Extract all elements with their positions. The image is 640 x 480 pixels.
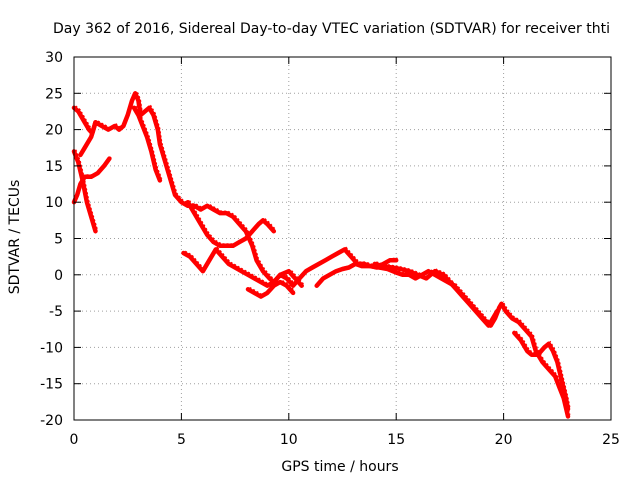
- y-tick-label: 10: [45, 195, 63, 211]
- series-markers-arc-7: [184, 246, 304, 286]
- y-tick-label: 15: [45, 159, 63, 175]
- series-markers-arc-4: [81, 120, 98, 155]
- series-markers-arc-3: [74, 156, 112, 202]
- series-line-arc-11: [512, 330, 571, 412]
- series-markers-arc-2: [74, 149, 98, 230]
- y-axis-label: SDTVAR / TECUs: [7, 180, 23, 295]
- y-tick-label: 0: [54, 268, 63, 284]
- y-tick-label: -10: [40, 340, 63, 356]
- series-line-arc-6: [185, 199, 277, 249]
- y-tick-label: 25: [45, 86, 63, 102]
- series-line-arc-7: [181, 247, 304, 288]
- series-markers-arc-9: [317, 261, 571, 416]
- y-tick-label: -20: [40, 413, 63, 429]
- series-line-arc-2: [71, 149, 98, 234]
- x-tick-label: 10: [280, 432, 298, 448]
- chart-title: Day 362 of 2016, Sidereal Day-to-day VTE…: [53, 21, 610, 37]
- series-markers-arc-8: [249, 279, 296, 297]
- x-tick-label: 20: [495, 432, 513, 448]
- grid-layer: [74, 57, 611, 420]
- series-line-arc-9: [314, 261, 571, 419]
- series-line-arc-1: [71, 91, 399, 288]
- series-markers-arc-10: [375, 261, 500, 326]
- y-tick-label: 30: [45, 50, 63, 66]
- y-tick-label: -15: [40, 377, 63, 393]
- tick-layer: 0 5 10 15 20 25 -20 -15 -10 -5 0 5 10 15 20 25 30: [40, 50, 620, 448]
- y-tick-label: 5: [54, 232, 63, 248]
- x-tick-label: 0: [70, 432, 79, 448]
- series-markers-arc-11: [515, 330, 571, 408]
- y-tick-label: -5: [49, 304, 63, 320]
- series-line-arc-10: [372, 261, 500, 328]
- series-markers-arc-6: [188, 200, 277, 246]
- y-tick-label: 20: [45, 123, 63, 139]
- data-layer: [71, 89, 571, 419]
- x-axis-label: GPS time / hours: [281, 459, 398, 475]
- x-tick-label: 5: [177, 432, 186, 448]
- series-line-arc-3: [71, 156, 112, 205]
- x-tick-label: 25: [602, 432, 620, 448]
- x-tick-label: 15: [387, 432, 405, 448]
- series-markers-arc-5: [134, 105, 163, 180]
- series-line-arc-5: [131, 105, 163, 183]
